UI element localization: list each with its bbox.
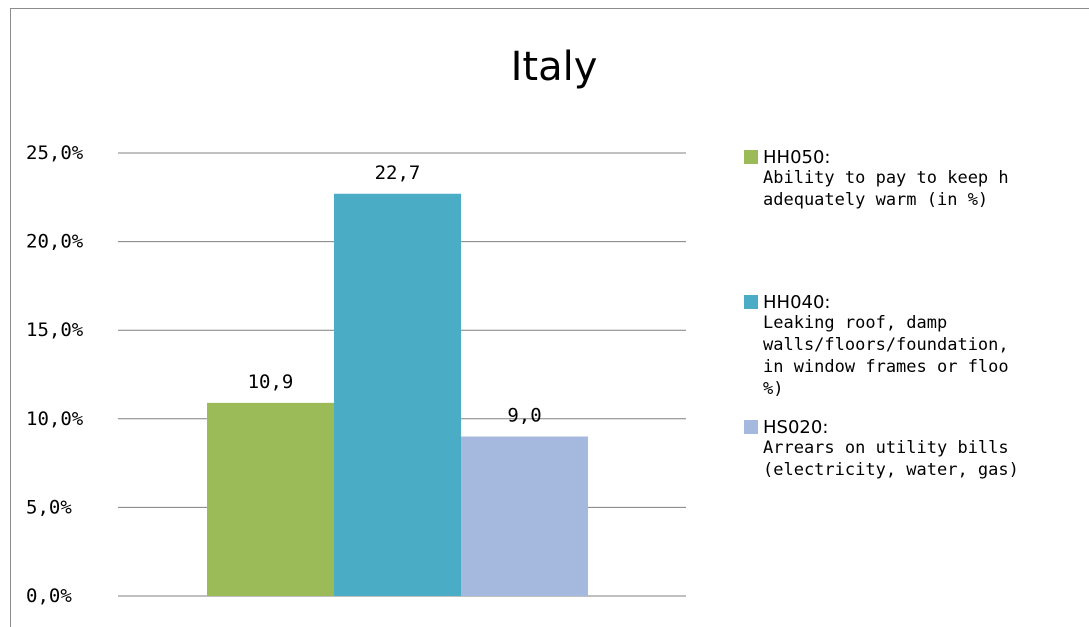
chart-title: Italy	[511, 44, 598, 90]
legend-head: HH050:	[744, 146, 1089, 168]
legend-head: HS020:	[744, 416, 1089, 438]
legend-item: HH040: Leaking roof, damp walls/floors/fo…	[744, 292, 1089, 400]
y-tick-label: 5,0%	[26, 496, 72, 518]
legend-label: HS020:	[763, 416, 829, 438]
y-tick-label: 25,0%	[26, 142, 84, 164]
y-tick-label: 10,0%	[26, 408, 84, 430]
legend-label: HH040:	[763, 291, 831, 313]
legend-swatch	[744, 420, 758, 434]
legend-description: Leaking roof, damp walls/floors/foundati…	[763, 313, 1009, 399]
bar	[207, 402, 334, 596]
y-tick-label: 15,0%	[26, 319, 84, 341]
bars	[207, 193, 588, 597]
bar	[461, 436, 588, 596]
legend-item: HS020: Arrears on utility bills (electric…	[744, 417, 1089, 481]
data-labels: 10,9 22,7 9,0	[248, 162, 542, 427]
legend-swatch	[744, 150, 758, 164]
legend-head: HH040:	[744, 291, 1089, 313]
bar	[334, 193, 461, 597]
chart-frame	[10, 8, 1089, 627]
y-tick-label: 0,0%	[26, 585, 72, 607]
legend-swatch	[744, 295, 758, 309]
data-label: 9,0	[507, 405, 541, 427]
data-label: 10,9	[248, 371, 294, 393]
legend-description: Ability to pay to keep h adequately warm…	[763, 168, 1009, 210]
legend-item: HH050: Ability to pay to keep h adequatel…	[744, 147, 1089, 211]
y-tick-label: 20,0%	[26, 231, 84, 253]
y-axis-labels: 0,0% 5,0% 10,0% 15,0% 20,0% 25,0%	[26, 142, 84, 607]
legend: HH050: Ability to pay to keep h adequatel…	[744, 0, 1089, 627]
data-label: 22,7	[375, 162, 421, 184]
chart-plot: Italy 0,0% 5,0% 10,0% 15,0% 20,0% 25,0% 10,9 2…	[26, 44, 686, 607]
legend-label: HH050:	[763, 146, 831, 168]
legend-description: Arrears on utility bills (electricity, w…	[763, 438, 1019, 480]
